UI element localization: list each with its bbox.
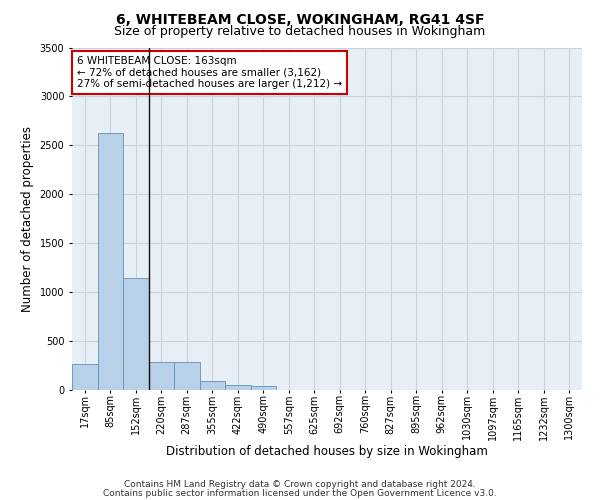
Bar xyxy=(225,384,251,390)
Bar xyxy=(97,132,123,390)
Bar xyxy=(72,364,97,390)
Bar xyxy=(123,278,149,390)
Text: Size of property relative to detached houses in Wokingham: Size of property relative to detached ho… xyxy=(115,25,485,38)
Text: Contains HM Land Registry data © Crown copyright and database right 2024.: Contains HM Land Registry data © Crown c… xyxy=(124,480,476,489)
Text: 6, WHITEBEAM CLOSE, WOKINGHAM, RG41 4SF: 6, WHITEBEAM CLOSE, WOKINGHAM, RG41 4SF xyxy=(116,12,484,26)
X-axis label: Distribution of detached houses by size in Wokingham: Distribution of detached houses by size … xyxy=(166,445,488,458)
Bar xyxy=(199,380,225,390)
Text: 6 WHITEBEAM CLOSE: 163sqm
← 72% of detached houses are smaller (3,162)
27% of se: 6 WHITEBEAM CLOSE: 163sqm ← 72% of detac… xyxy=(77,56,342,90)
Bar xyxy=(149,362,174,390)
Bar xyxy=(251,386,276,390)
Y-axis label: Number of detached properties: Number of detached properties xyxy=(21,126,34,312)
Bar xyxy=(174,362,199,390)
Text: Contains public sector information licensed under the Open Government Licence v3: Contains public sector information licen… xyxy=(103,488,497,498)
